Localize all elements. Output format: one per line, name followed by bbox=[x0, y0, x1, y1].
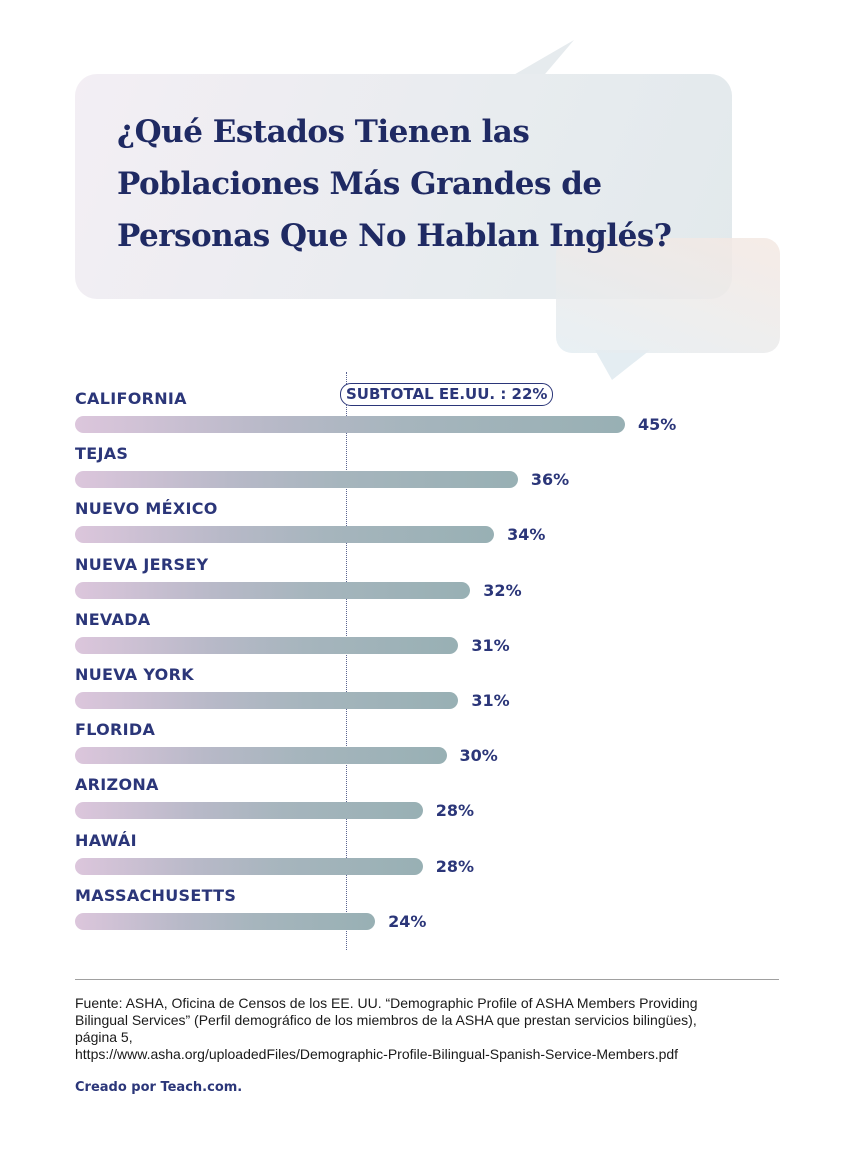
bar bbox=[75, 692, 459, 709]
bar bbox=[75, 802, 423, 820]
value-label: 45% bbox=[638, 415, 677, 434]
value-label: 28% bbox=[435, 856, 474, 876]
source-citation: Fuente: ASHA, Oficina de Censos de los E… bbox=[75, 995, 785, 1063]
speech-bubble-tails bbox=[505, 40, 650, 380]
value-label: 31% bbox=[471, 635, 510, 655]
decorative-speech-bubble bbox=[556, 238, 780, 353]
value-label: 34% bbox=[507, 525, 546, 545]
value-label: 31% bbox=[471, 691, 510, 710]
category-label: MASSACHUSETTS bbox=[75, 885, 237, 905]
source-line: Bilingual Services” (Perfil demográfico … bbox=[75, 1012, 697, 1028]
value-label: 28% bbox=[435, 801, 474, 821]
bar bbox=[75, 416, 625, 433]
bar bbox=[75, 857, 423, 875]
main-bubble-tail bbox=[505, 40, 574, 80]
title-line: ¿Qué Estados Tienen las bbox=[117, 114, 530, 150]
title-line: Personas Que No Hablan Inglés? bbox=[117, 218, 672, 254]
bar-chart: SUBTOTAL EE.UU. : 22% CALIFORNIA 45% TEJAS… bbox=[75, 372, 677, 950]
reference-label: SUBTOTAL EE.UU. : 22% bbox=[340, 383, 554, 406]
second-bubble-tail bbox=[595, 350, 650, 380]
category-label: NEVADA bbox=[75, 609, 151, 629]
source-line: Fuente: ASHA, Oficina de Censos de los E… bbox=[75, 995, 698, 1011]
value-label: 30% bbox=[459, 746, 498, 766]
bar bbox=[75, 581, 471, 599]
category-label: NUEVA JERSEY bbox=[75, 554, 209, 574]
category-label: HAWÁI bbox=[75, 830, 137, 850]
bar bbox=[75, 747, 447, 765]
category-label: CALIFORNIA bbox=[75, 389, 187, 408]
category-label: TEJAS bbox=[75, 444, 129, 464]
bar bbox=[75, 526, 495, 544]
bar bbox=[75, 636, 459, 654]
credit-text: Creado por Teach.com. bbox=[75, 1080, 243, 1095]
bar bbox=[75, 471, 518, 489]
chart-title: ¿Qué Estados Tienen las Poblaciones Más … bbox=[117, 106, 717, 262]
value-label: 36% bbox=[530, 470, 570, 490]
category-label: FLORIDA bbox=[75, 720, 156, 740]
source-line: página 5, bbox=[75, 1029, 133, 1045]
source-line: https://www.asha.org/uploadedFiles/Demog… bbox=[75, 1046, 679, 1062]
bar bbox=[75, 912, 376, 930]
category-label: ARIZONA bbox=[75, 775, 159, 795]
footer-divider bbox=[75, 979, 779, 980]
value-label: 24% bbox=[388, 911, 427, 931]
title-line: Poblaciones Más Grandes de bbox=[117, 166, 602, 202]
value-label: 32% bbox=[483, 580, 522, 600]
reference-line bbox=[346, 372, 347, 950]
category-label: NUEVA YORK bbox=[75, 665, 194, 684]
category-label: NUEVO MÉXICO bbox=[75, 499, 218, 519]
